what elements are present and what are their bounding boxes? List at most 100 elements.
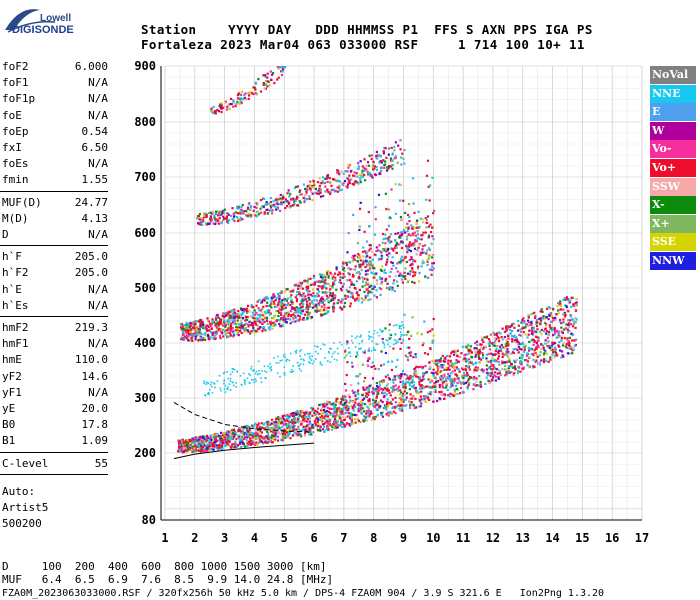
echo-point: [379, 160, 383, 163]
echo-point: [278, 297, 281, 300]
echo-point: [512, 373, 516, 376]
echo-point: [200, 448, 203, 451]
echo-point: [540, 359, 543, 362]
logo-text-digisonde: DIGISONDE: [12, 24, 74, 36]
echo-point: [180, 442, 183, 445]
echo-point: [237, 333, 240, 337]
echo-point: [358, 225, 361, 228]
echo-point: [225, 215, 228, 218]
echo-point: [325, 312, 328, 315]
echo-point: [276, 207, 279, 210]
echo-point: [253, 86, 256, 89]
echo-point: [277, 198, 280, 201]
echo-point: [335, 423, 338, 426]
echo-point: [212, 336, 215, 339]
echo-point: [386, 398, 389, 401]
echo-point: [381, 391, 384, 395]
echo-point: [289, 290, 292, 293]
echo-point: [203, 437, 207, 440]
echo-point: [313, 186, 316, 189]
echo-point: [273, 434, 276, 438]
echo-point: [345, 411, 348, 414]
echo-point: [515, 340, 518, 343]
echo-point: [361, 165, 364, 168]
echo-point: [202, 325, 205, 328]
echo-point: [327, 428, 330, 431]
echo-point: [181, 438, 184, 441]
echo-point: [524, 326, 527, 329]
echo-point: [534, 314, 537, 318]
echo-point: [478, 361, 481, 364]
echo-point: [533, 311, 536, 314]
echo-point: [459, 386, 463, 390]
echo-point: [276, 426, 279, 429]
echo-point: [560, 356, 563, 359]
echo-point: [231, 428, 234, 431]
echo-point: [423, 244, 427, 247]
x-tick-label: 12: [486, 531, 500, 545]
echo-point: [270, 306, 273, 309]
echo-point: [408, 259, 411, 262]
echo-point: [389, 394, 392, 397]
echo-point: [357, 167, 360, 171]
param-value: N/A: [88, 157, 108, 171]
echo-point: [178, 446, 181, 449]
echo-point: [309, 428, 312, 431]
echo-point: [309, 315, 312, 318]
echo-point: [208, 439, 211, 442]
echo-point: [272, 317, 276, 320]
echo-point: [327, 310, 330, 313]
echo-point: [560, 326, 563, 329]
echo-point: [507, 371, 510, 374]
echo-point: [207, 445, 210, 448]
echo-point: [329, 272, 333, 275]
echo-point: [205, 381, 208, 384]
echo-point: [307, 296, 310, 299]
echo-point: [263, 211, 266, 214]
echo-point: [317, 294, 320, 297]
echo-point: [560, 338, 564, 341]
echo-point: [340, 182, 343, 185]
echo-point: [525, 358, 528, 362]
echo-point: [449, 383, 453, 386]
echo-point: [321, 420, 324, 423]
echo-point: [495, 367, 498, 371]
echo-point: [392, 282, 395, 285]
echo-point: [378, 276, 382, 279]
echo-point: [283, 431, 286, 434]
echo-point: [293, 421, 297, 424]
echo-point: [257, 313, 260, 317]
echo-point: [269, 302, 273, 305]
echo-point: [381, 248, 385, 251]
echo-point: [568, 301, 571, 304]
echo-point: [321, 428, 325, 431]
param-name: D: [2, 228, 9, 241]
echo-point: [329, 411, 332, 415]
echo-point: [372, 336, 375, 339]
param-name: h`F: [2, 250, 22, 264]
echo-point: [495, 375, 498, 378]
echo-point: [395, 246, 398, 249]
echo-point: [181, 330, 185, 333]
echo-point: [392, 390, 395, 393]
echo-point: [519, 360, 522, 363]
echo-point: [380, 411, 383, 415]
echo-point: [182, 442, 185, 445]
echo-point: [324, 185, 327, 188]
echo-point: [447, 359, 450, 362]
echo-point: [318, 299, 322, 303]
echo-point: [245, 318, 249, 321]
echo-point: [400, 396, 403, 400]
echo-point: [421, 375, 425, 378]
echo-point: [405, 245, 408, 248]
echo-point: [405, 404, 408, 407]
echo-point: [442, 397, 446, 400]
echo-point: [380, 161, 383, 164]
echo-point: [326, 180, 329, 184]
echo-point: [553, 328, 556, 331]
echo-point: [201, 321, 204, 324]
echo-point: [266, 72, 269, 75]
echo-point: [431, 235, 434, 238]
param-row: foEs N/A: [2, 157, 108, 174]
echo-point: [549, 320, 553, 324]
